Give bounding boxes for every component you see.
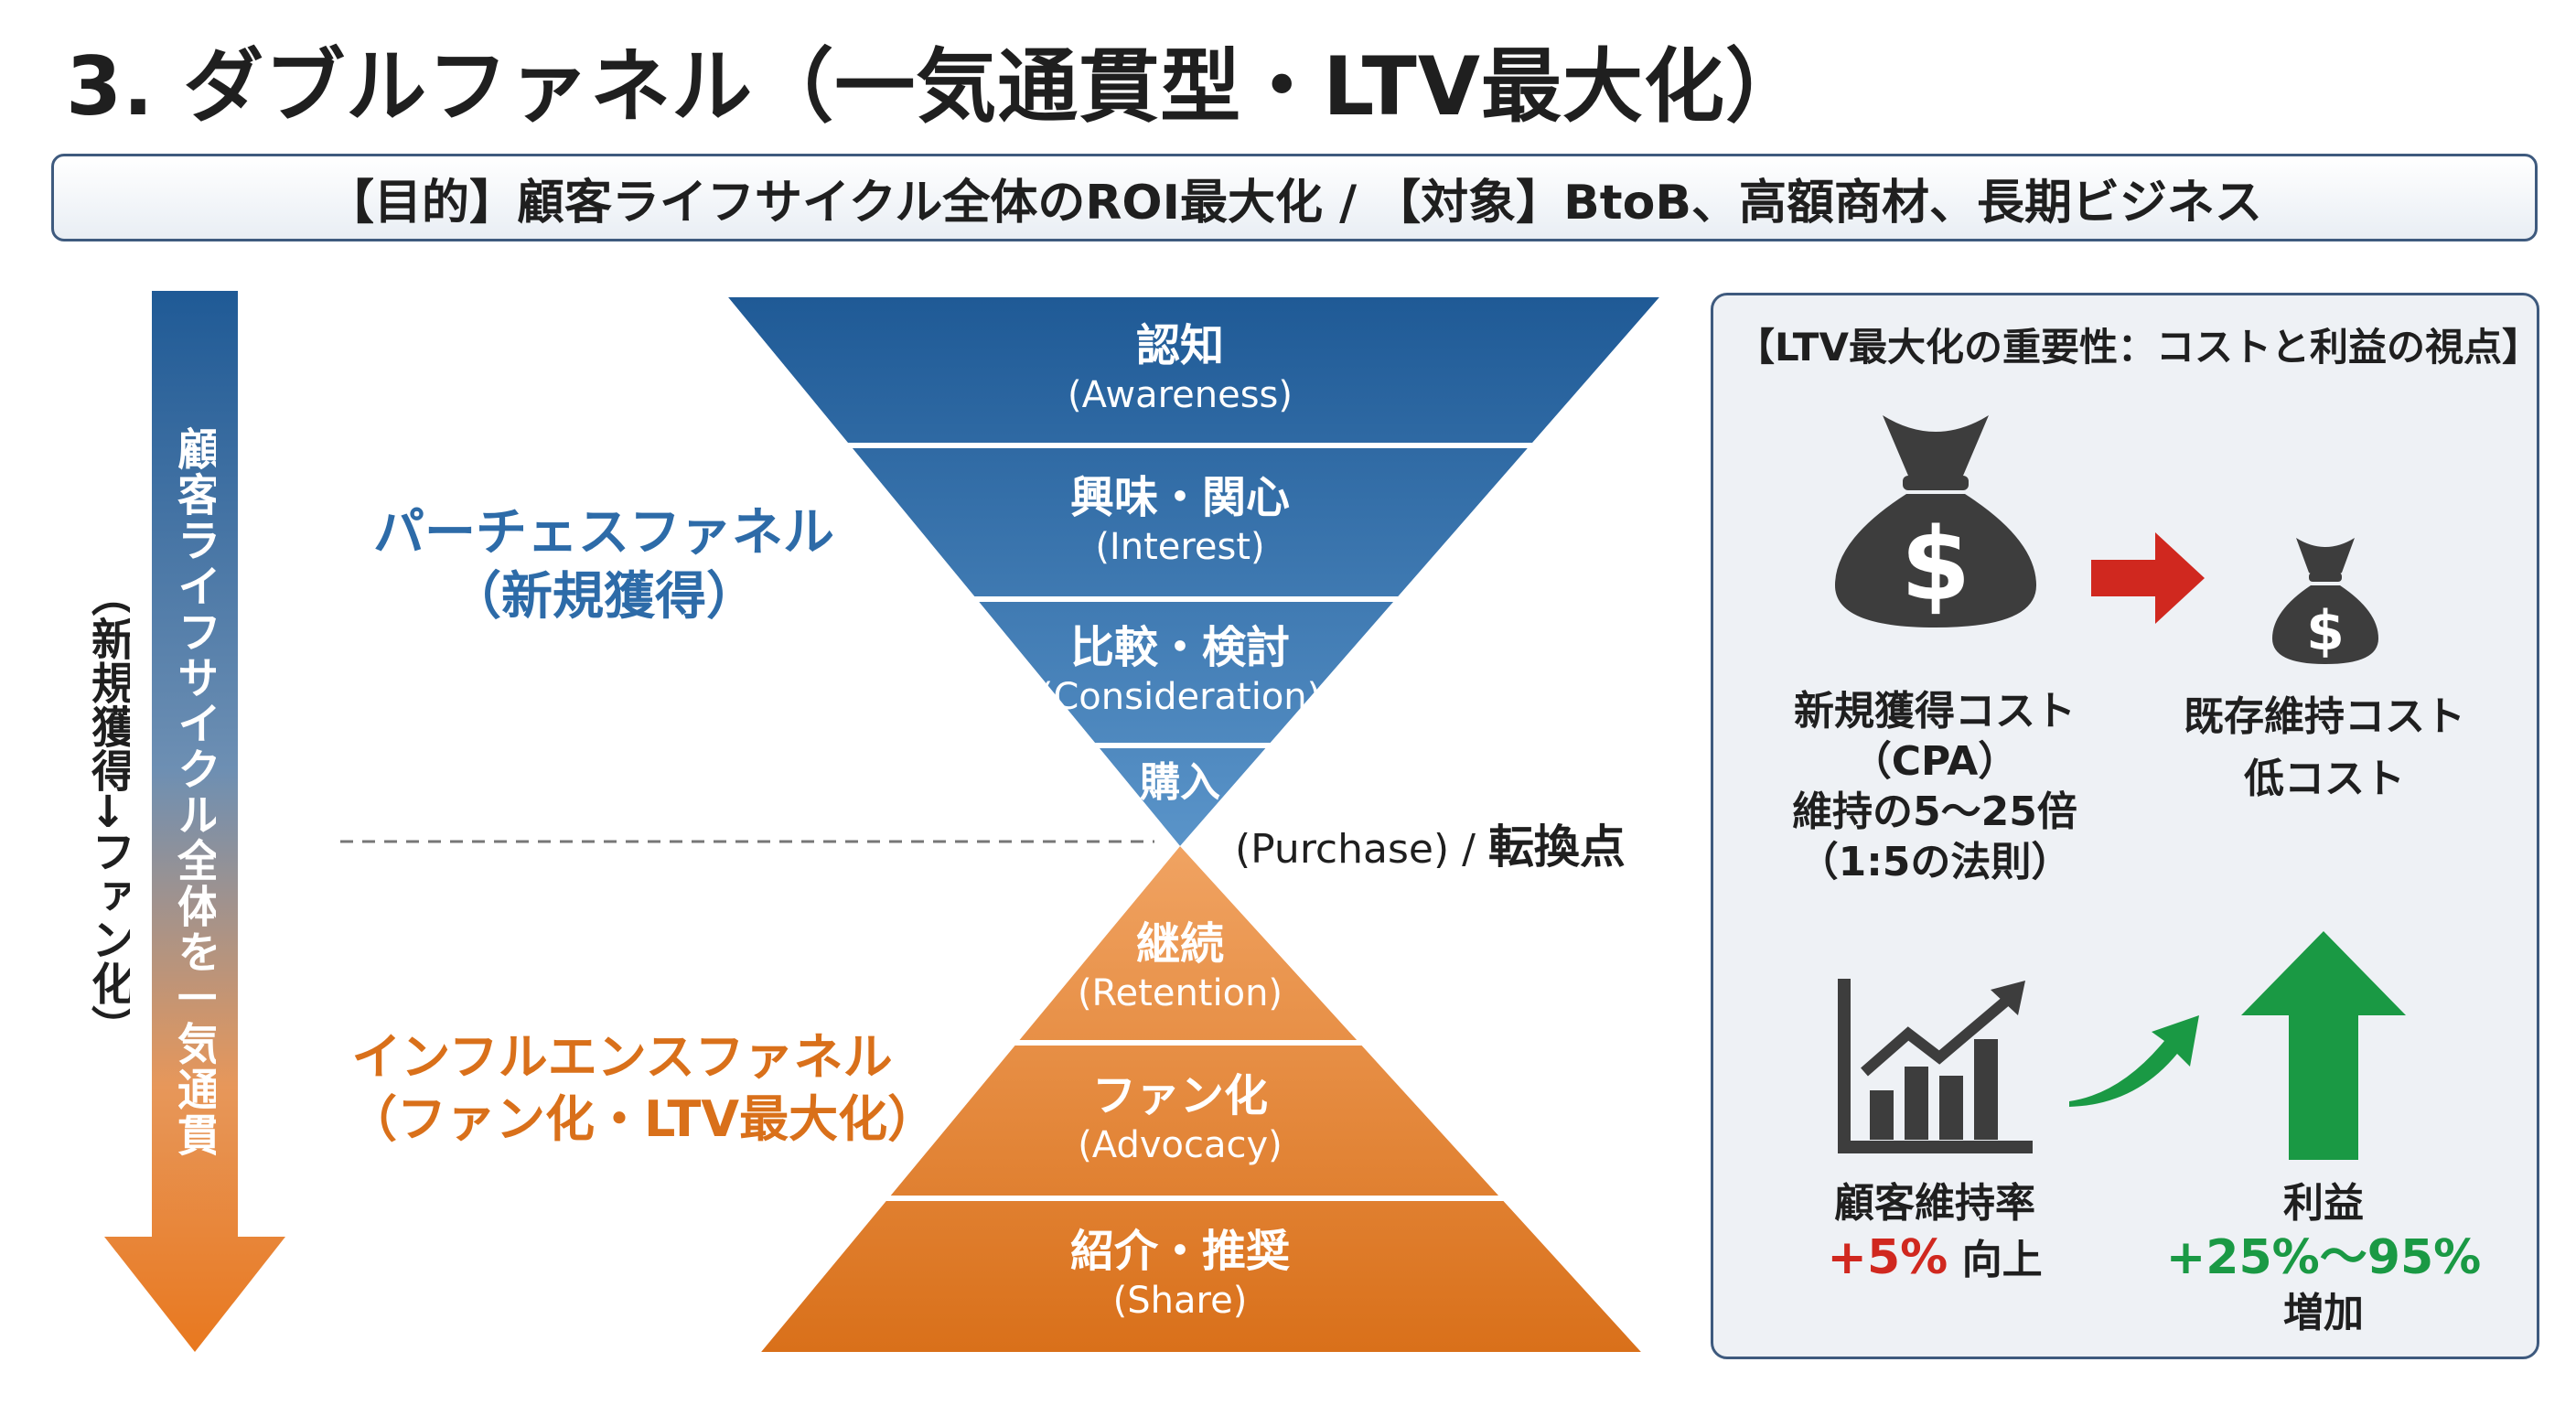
stage-awareness-en: (Awareness) <box>1068 373 1293 416</box>
pivot-separator: / <box>1449 826 1488 873</box>
profit-label: 利益 <box>2283 1180 2364 1227</box>
stage-share-en: (Share) <box>1112 1279 1248 1322</box>
profit-suffix: 増加 <box>2283 1290 2364 1336</box>
stage-share-jp: 紹介・推奨 <box>1069 1226 1290 1277</box>
retention-text: 顧客維持率 +5% 向上 <box>1775 1178 2095 1288</box>
stage-purchase-jp: 購入 <box>1140 759 1220 806</box>
purchase-funnel-shape <box>728 297 1659 846</box>
stage-awareness: 認知 (Awareness) <box>1015 320 1345 417</box>
lifecycle-label: 顧客ライフサイクル全体を一気通貫 <box>174 426 216 1158</box>
stage-retention: 継続 (Retention) <box>1015 918 1345 1015</box>
retention-label: 顧客維持率 <box>1834 1180 2035 1227</box>
influence-funnel-title-line1: インフルエンスファネル <box>351 1028 893 1086</box>
up-arrow-icon <box>2241 931 2406 1160</box>
new-cost-line2: （CPA） <box>1851 738 2019 785</box>
profit-value: +25%〜95% <box>2165 1230 2482 1285</box>
influence-funnel-title-line2: （ファン化・LTV最大化） <box>348 1089 938 1148</box>
ltv-panel-title: 【LTV最大化の重要性：コストと利益の視点】 <box>1736 325 2540 370</box>
stage-awareness-jp: 認知 <box>1135 320 1224 371</box>
bar-chart-growth-icon <box>1838 979 2033 1153</box>
money-bag-icon: $ <box>2272 538 2378 664</box>
curved-arrow-icon <box>2069 1015 2199 1107</box>
profit-text: 利益 +25%〜95% 増加 <box>2159 1178 2488 1338</box>
stage-advocacy-jp: ファン化 <box>1091 1070 1268 1121</box>
stage-interest: 興味・関心 (Interest) <box>1015 472 1345 569</box>
stage-advocacy-en: (Advocacy) <box>1078 1123 1283 1166</box>
stage-consideration-en: (Consideration) <box>1038 675 1322 718</box>
svg-text:$: $ <box>2306 599 2345 663</box>
lifecycle-sublabel: （新規獲得→ファン化） <box>88 573 130 1048</box>
new-cost-line4: （1:5の法則） <box>1798 839 2072 885</box>
stage-share: 紹介・推奨 (Share) <box>1015 1226 1345 1323</box>
purchase-funnel-title-line2: （新規獲得） <box>450 567 757 627</box>
purchase-pivot-label: (Purchase) / 転換点 <box>1235 810 1626 876</box>
new-cost-line1: 新規獲得コスト <box>1794 688 2076 735</box>
stage-consideration-jp: 比較・検討 <box>1069 622 1290 673</box>
new-cost-line3: 維持の5〜25倍 <box>1792 788 2077 835</box>
pivot-en: (Purchase) <box>1235 826 1450 873</box>
stage-advocacy: ファン化 (Advocacy) <box>1015 1070 1345 1167</box>
retention-suffix: 向上 <box>1948 1237 2043 1283</box>
page-title: 3. ダブルファネル（一気通貫型・LTV最大化） <box>66 39 1807 134</box>
pivot-jp: 転換点 <box>1487 820 1626 874</box>
purchase-funnel-title: パーチェスファネル （新規獲得） <box>366 501 842 629</box>
stage-retention-jp: 継続 <box>1135 918 1224 970</box>
purchase-funnel-title-line1: パーチェスファネル <box>373 503 834 563</box>
existing-cost-line2: 低コスト <box>2244 756 2405 803</box>
ltv-panel <box>1711 293 2539 1359</box>
retention-value: +5% <box>1827 1230 1948 1285</box>
existing-cost-text: 既存維持コスト 低コスト <box>2155 686 2494 810</box>
existing-cost-line1: 既存維持コスト <box>2184 693 2465 740</box>
money-bag-icon: $ <box>1835 415 2036 627</box>
stage-retention-en: (Retention) <box>1077 971 1283 1014</box>
lifecycle-down-arrow-icon <box>104 291 285 1352</box>
right-arrow-icon <box>2091 532 2205 624</box>
influence-funnel-shape <box>761 846 1641 1352</box>
stage-interest-jp: 興味・関心 <box>1069 472 1290 523</box>
purpose-text: 【目的】顧客ライフサイクル全体のROI最大化 / 【対象】BtoB、高額商材、長… <box>326 175 2263 231</box>
stage-interest-en: (Interest) <box>1095 525 1265 568</box>
new-cost-text: 新規獲得コスト （CPA） 維持の5〜25倍 （1:5の法則） <box>1756 686 2113 887</box>
stage-consideration: 比較・検討 (Consideration) <box>1015 622 1345 719</box>
influence-funnel-title: インフルエンスファネル （ファン化・LTV最大化） <box>348 1026 938 1150</box>
stage-purchase: 購入 <box>1015 759 1345 808</box>
purpose-banner: 【目的】顧客ライフサイクル全体のROI最大化 / 【対象】BtoB、高額商材、長… <box>51 154 2538 241</box>
svg-text:$: $ <box>1901 506 1971 623</box>
